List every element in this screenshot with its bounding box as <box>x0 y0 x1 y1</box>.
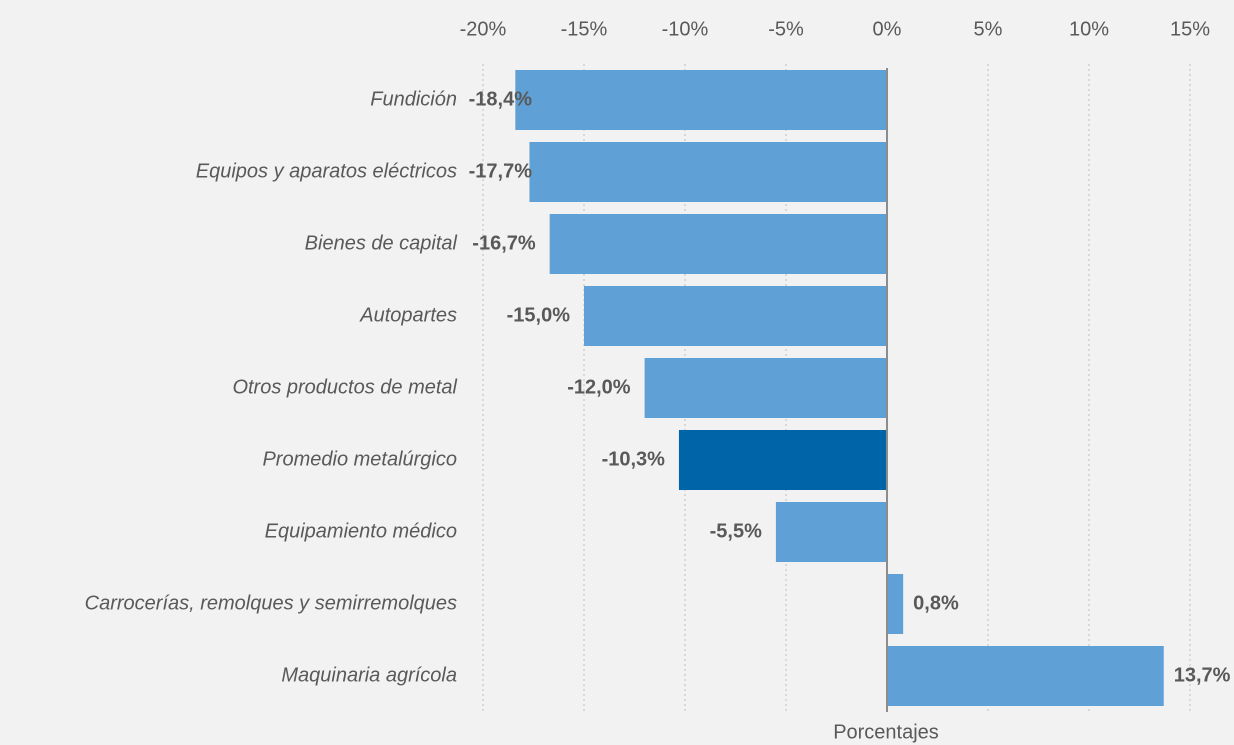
bar <box>775 502 887 562</box>
value-label: -17,7% <box>469 160 533 182</box>
category-label: Otros productos de metal <box>232 376 457 398</box>
category-label: Carrocerías, remolques y semirremolques <box>85 592 457 614</box>
value-label: -5,5% <box>710 520 762 542</box>
category-label: Maquinaria agrícola <box>281 664 457 686</box>
bar <box>678 430 887 490</box>
value-label: -15,0% <box>507 304 571 326</box>
bar <box>584 286 887 346</box>
category-label: Fundición <box>370 88 457 110</box>
bar <box>549 214 887 274</box>
category-label: Promedio metalúrgico <box>262 448 457 470</box>
bar <box>887 646 1164 706</box>
value-label: -12,0% <box>567 376 631 398</box>
x-axis-label: Porcentajes <box>833 721 939 743</box>
x-tick-label: 5% <box>974 18 1003 40</box>
value-label: -18,4% <box>469 88 533 110</box>
x-tick-label: -5% <box>768 18 804 40</box>
value-label: 0,8% <box>913 592 959 614</box>
value-label: -16,7% <box>472 232 536 254</box>
category-label: Equipos y aparatos eléctricos <box>196 160 457 182</box>
x-tick-label: -10% <box>662 18 709 40</box>
x-tick-label: 0% <box>873 18 902 40</box>
category-label: Bienes de capital <box>305 232 458 254</box>
category-label: Equipamiento médico <box>265 520 457 542</box>
x-tick-label: 10% <box>1069 18 1109 40</box>
x-tick-label: -15% <box>561 18 608 40</box>
bar <box>887 574 904 634</box>
value-label: 13,7% <box>1174 664 1231 686</box>
x-tick-label: 15% <box>1170 18 1210 40</box>
bar <box>644 358 887 418</box>
x-tick-label: -20% <box>460 18 507 40</box>
category-label: Autopartes <box>359 304 457 326</box>
value-label: -10,3% <box>602 448 666 470</box>
bar <box>529 142 887 202</box>
bar <box>515 70 887 130</box>
